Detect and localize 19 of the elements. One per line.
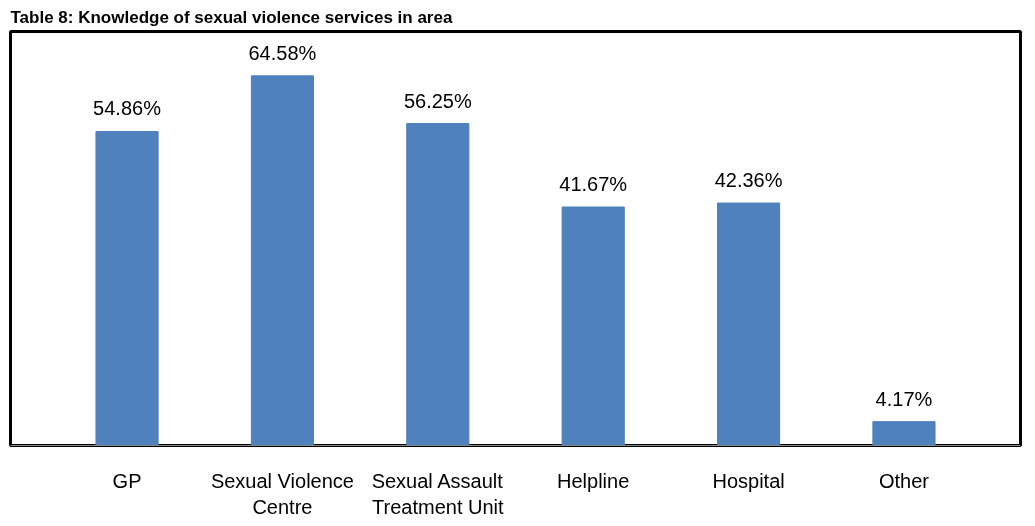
- bar: [406, 123, 470, 446]
- data-label: 64.58%: [248, 41, 317, 64]
- x-tick-label: Sexual Violence Centre: [210, 469, 354, 518]
- data-label: 56.25%: [403, 89, 472, 112]
- x-tick-label: Hospital: [712, 469, 785, 492]
- bar: [717, 202, 781, 446]
- data-label: 4.17%: [875, 387, 933, 410]
- data-label: 42.36%: [714, 169, 783, 192]
- data-label: 41.67%: [559, 172, 628, 195]
- x-tick-label: Helpline: [557, 469, 630, 492]
- chart-title: Table 8: Knowledge of sexual violence services in area: [10, 7, 453, 27]
- x-tick-label: Sexual Assault Treatment Unit: [371, 469, 505, 518]
- bar: [872, 421, 936, 446]
- bar: [95, 130, 159, 446]
- x-tick-label: GP: [112, 469, 142, 492]
- data-label: 54.86%: [93, 97, 162, 120]
- bar: [250, 75, 314, 446]
- x-tick-label: Other: [878, 469, 930, 492]
- bar: [561, 206, 625, 446]
